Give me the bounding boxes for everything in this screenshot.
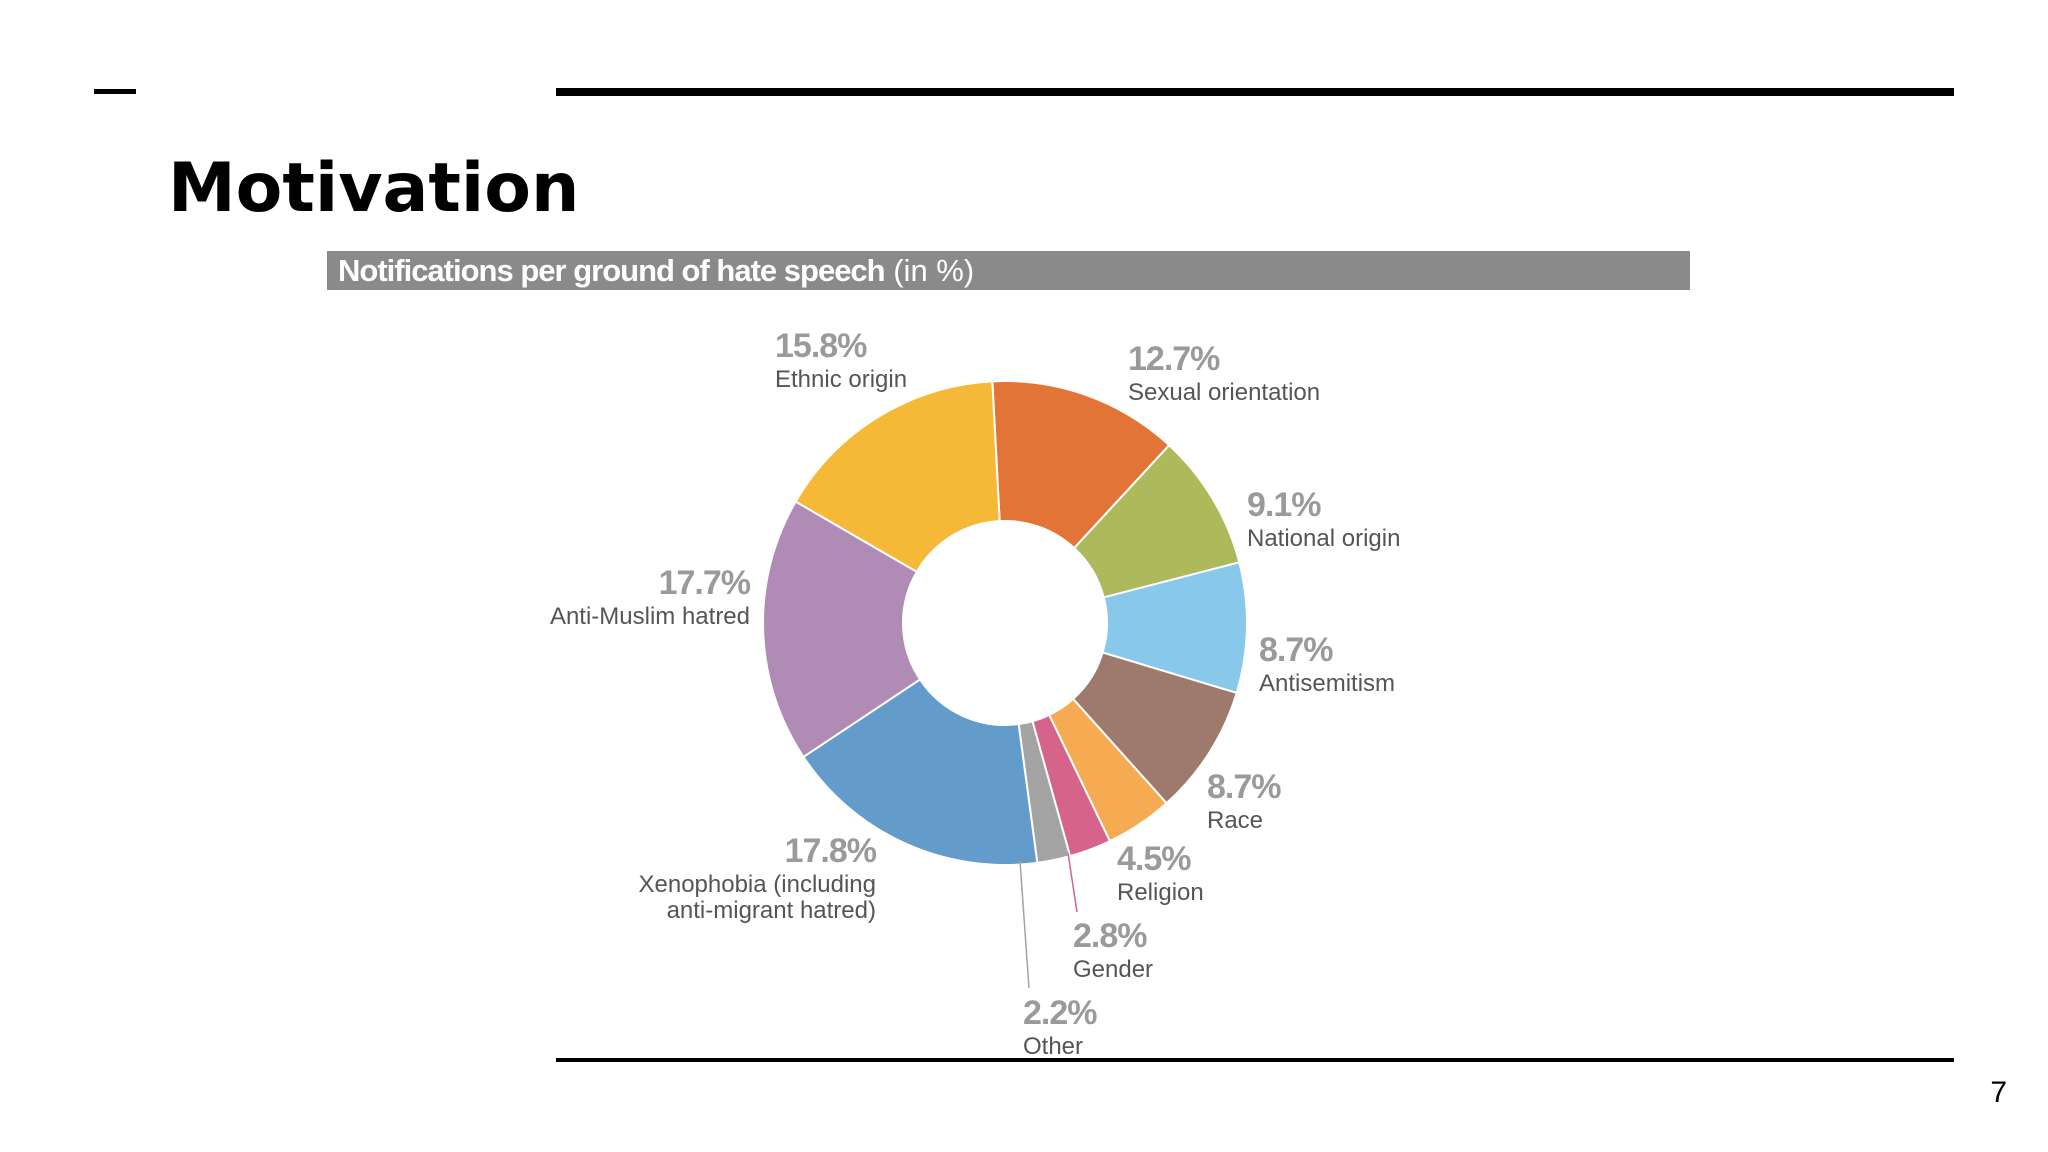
category-label-sexual-orientation: Sexual orientation — [1128, 379, 1320, 406]
category-label-xenophobia-2: anti-migrant hatred) — [667, 897, 876, 924]
category-label-religion: Religion — [1117, 879, 1204, 906]
category-label-xenophobia-1: Xenophobia (including — [638, 871, 876, 898]
category-label-anti-muslim-hatred: Anti-Muslim hatred — [550, 603, 750, 630]
value-label-xenophobia: 17.8% — [785, 832, 877, 870]
category-label-other: Other — [1023, 1033, 1083, 1060]
value-label-religion: 4.5% — [1117, 840, 1191, 878]
value-label-race: 8.7% — [1207, 768, 1281, 806]
value-label-sexual-orientation: 12.7% — [1128, 340, 1220, 378]
category-label-race: Race — [1207, 807, 1263, 834]
donut-slice-xenophobia — [802, 678, 1039, 866]
category-label-national-origin: National origin — [1247, 525, 1400, 552]
value-label-other: 2.2% — [1023, 994, 1097, 1032]
leader-line-gender — [1067, 852, 1078, 913]
slide-dash-mark — [94, 89, 136, 94]
donut-slice-ethnic-origin — [794, 380, 1001, 574]
leader-line-other — [1019, 860, 1030, 989]
chart-title-bar: Notifications per ground of hate speech … — [327, 251, 1690, 290]
category-label-antisemitism: Antisemitism — [1259, 670, 1395, 697]
value-label-anti-muslim-hatred: 17.7% — [659, 564, 751, 602]
chart-title-unit: (in %) — [893, 253, 975, 288]
chart-title: Notifications per ground of hate speech — [338, 253, 886, 288]
value-label-antisemitism: 8.7% — [1259, 631, 1333, 669]
top-rule — [556, 88, 1954, 96]
value-label-national-origin: 9.1% — [1247, 486, 1321, 524]
donut-slice-anti-muslim-hatred — [762, 500, 922, 759]
page-number: 7 — [1990, 1076, 2007, 1109]
value-label-gender: 2.8% — [1073, 917, 1147, 955]
category-label-gender: Gender — [1073, 956, 1153, 983]
page-title: Motivation — [168, 149, 580, 228]
value-label-ethnic-origin: 15.8% — [775, 327, 867, 365]
bottom-rule — [556, 1058, 1954, 1062]
donut-slice-sexual-orientation — [991, 380, 1171, 550]
category-label-ethnic-origin: Ethnic origin — [775, 366, 907, 393]
